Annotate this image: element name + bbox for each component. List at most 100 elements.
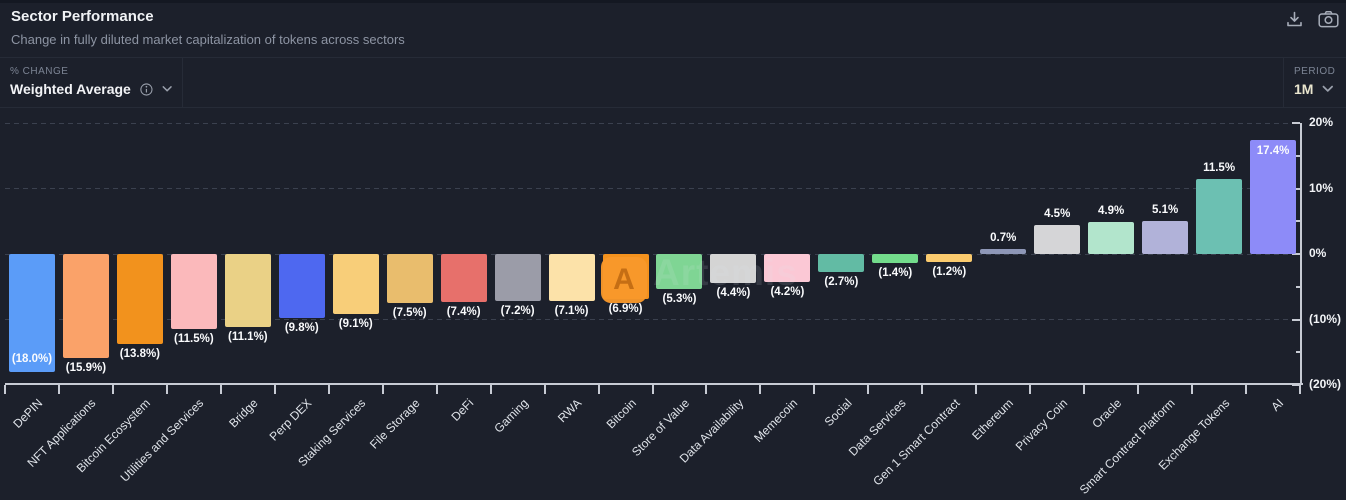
y-axis-tick-label: 20% bbox=[1309, 115, 1334, 129]
bar-value-label: (18.0%) bbox=[11, 352, 53, 365]
bar-value-label: (9.8%) bbox=[284, 322, 319, 335]
bar-value-label: (11.1%) bbox=[227, 330, 268, 343]
x-axis-tick bbox=[867, 385, 870, 394]
x-axis-label-smart-contract-platform: Smart Contract Platform bbox=[1077, 396, 1179, 497]
x-axis-label-perp-dex: Perp DEX bbox=[267, 396, 315, 444]
metric-label: % CHANGE bbox=[10, 66, 69, 77]
gridline bbox=[5, 122, 1300, 124]
bar-social[interactable] bbox=[818, 254, 865, 272]
x-axis-label-gaming: Gaming bbox=[490, 396, 531, 436]
bar-staking-services[interactable] bbox=[332, 254, 379, 314]
page-title: Sector Performance bbox=[11, 8, 154, 25]
header-actions bbox=[1283, 8, 1339, 30]
bar-ethereum[interactable] bbox=[980, 249, 1027, 254]
x-axis-tick bbox=[651, 385, 654, 394]
x-axis-tick bbox=[975, 385, 978, 394]
x-axis-tick bbox=[1191, 385, 1194, 394]
bar-value-label: (11.5%) bbox=[174, 333, 214, 346]
y-axis-tick bbox=[1292, 253, 1300, 255]
x-axis-tick bbox=[273, 385, 276, 394]
bar-nft-applications[interactable] bbox=[62, 254, 109, 359]
x-axis-tick bbox=[705, 385, 708, 394]
bar-exchange-tokens[interactable] bbox=[1196, 178, 1243, 254]
x-axis-tick bbox=[435, 385, 438, 394]
x-axis-label-ethereum: Ethereum bbox=[969, 396, 1017, 443]
bar-value-label: (7.1%) bbox=[554, 304, 589, 317]
bar-value-label: (2.7%) bbox=[824, 275, 859, 288]
x-axis-tick bbox=[57, 385, 60, 394]
bar-value-label: (13.8%) bbox=[119, 348, 161, 361]
bar-value-label: (9.1%) bbox=[338, 317, 373, 330]
x-axis-label-social: Social bbox=[821, 396, 855, 430]
x-axis-label-rwa: RWA bbox=[555, 396, 585, 426]
x-axis-tick bbox=[489, 385, 492, 394]
bar-oracle[interactable] bbox=[1088, 221, 1135, 254]
x-axis-tick bbox=[327, 385, 330, 394]
bar-value-label: (7.5%) bbox=[392, 307, 427, 320]
camera-icon bbox=[1317, 11, 1339, 28]
bar-utilities-and-services[interactable] bbox=[170, 254, 217, 330]
bar-gen-1-smart-contract[interactable] bbox=[926, 254, 973, 262]
x-axis-tick bbox=[165, 385, 168, 394]
chevron-down-icon bbox=[1323, 85, 1334, 92]
download-button[interactable] bbox=[1283, 8, 1305, 30]
period-value: 1M bbox=[1294, 81, 1314, 97]
x-axis-tick bbox=[1245, 385, 1248, 394]
x-axis-tick bbox=[111, 385, 114, 394]
bar-store-of-value[interactable] bbox=[656, 254, 703, 289]
screenshot-button[interactable] bbox=[1317, 8, 1339, 30]
bar-privacy-coin[interactable] bbox=[1034, 224, 1081, 254]
period-dropdown[interactable]: PERIOD 1M bbox=[1283, 58, 1346, 107]
x-axis-tick bbox=[1029, 385, 1032, 394]
x-axis-tick bbox=[4, 385, 6, 394]
x-axis-tick bbox=[759, 385, 762, 394]
x-axis-tick bbox=[1137, 385, 1140, 394]
bar-ai[interactable] bbox=[1250, 140, 1297, 254]
y-axis-tick-label: 0% bbox=[1309, 246, 1327, 260]
y-axis-tick-label: 10% bbox=[1309, 180, 1334, 195]
y-axis-tick bbox=[1292, 122, 1300, 124]
x-axis-label-depin: DePIN bbox=[9, 396, 45, 431]
bar-value-label: 4.5% bbox=[1044, 207, 1071, 220]
metric-dropdown[interactable]: % CHANGE Weighted Average bbox=[0, 58, 183, 107]
bar-rwa[interactable] bbox=[548, 254, 595, 301]
bar-data-services[interactable] bbox=[872, 254, 919, 264]
x-axis-tick bbox=[921, 385, 924, 394]
bar-bridge[interactable] bbox=[224, 254, 271, 327]
bar-value-label: (4.2%) bbox=[770, 285, 805, 298]
gridline bbox=[5, 253, 1300, 255]
bar-perp-dex[interactable] bbox=[278, 254, 325, 319]
bar-value-label: (5.3%) bbox=[662, 292, 697, 305]
x-axis-label-privacy-coin: Privacy Coin bbox=[1012, 396, 1071, 454]
bar-smart-contract-platform[interactable] bbox=[1142, 220, 1189, 254]
artemis-logo-icon: A bbox=[601, 257, 647, 303]
chevron-down-icon bbox=[162, 86, 172, 92]
x-axis-label-oracle: Oracle bbox=[1089, 396, 1125, 431]
x-axis-tick bbox=[543, 385, 546, 394]
y-axis-tick-label: (20%) bbox=[1309, 377, 1342, 391]
y-axis-tick bbox=[1296, 154, 1300, 157]
bar-defi[interactable] bbox=[440, 254, 487, 303]
metric-value: Weighted Average bbox=[10, 81, 131, 97]
bar-bitcoin-ecosystem[interactable] bbox=[116, 254, 163, 345]
y-axis-tick bbox=[1292, 318, 1300, 321]
bar-value-label: 4.9% bbox=[1098, 204, 1125, 217]
bar-value-label: (7.4%) bbox=[446, 306, 481, 319]
y-axis-line bbox=[1300, 123, 1302, 385]
x-axis-tick bbox=[381, 385, 384, 394]
x-axis-label-ai: AI bbox=[1268, 396, 1286, 414]
bar-gaming[interactable] bbox=[494, 254, 541, 302]
x-axis-label-file-storage: File Storage bbox=[366, 396, 423, 452]
bar-memecoin[interactable] bbox=[764, 254, 811, 282]
info-icon bbox=[140, 82, 153, 96]
bar-depin[interactable] bbox=[8, 254, 55, 372]
x-axis-label-defi: DeFi bbox=[448, 396, 477, 424]
bar-data-availability[interactable] bbox=[710, 254, 757, 283]
bar-value-label: (15.9%) bbox=[65, 362, 107, 375]
x-axis-label-bridge: Bridge bbox=[226, 396, 261, 431]
bar-file-storage[interactable] bbox=[386, 254, 433, 304]
bar-value-label: (4.4%) bbox=[716, 286, 751, 299]
x-axis-label-bitcoin: Bitcoin bbox=[603, 396, 639, 432]
bar-value-label: 0.7% bbox=[990, 232, 1017, 245]
